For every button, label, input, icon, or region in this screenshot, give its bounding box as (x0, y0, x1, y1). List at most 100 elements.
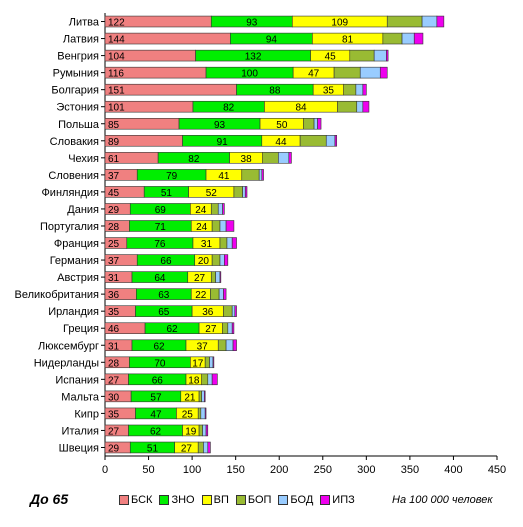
category-label: Португалия (40, 221, 99, 233)
bar-segment (362, 83, 367, 96)
data-label: 27 (108, 375, 120, 386)
data-label: 71 (155, 222, 167, 233)
category-label: Словакия (50, 136, 99, 148)
category-label: Болгария (51, 85, 99, 97)
bar-segment (359, 66, 381, 79)
data-label: 27 (205, 324, 217, 335)
data-label: 19 (185, 426, 197, 437)
bar-segment (212, 356, 215, 369)
bar-segment (211, 254, 221, 266)
bar-segment (244, 186, 248, 198)
bar-segment (207, 373, 213, 386)
data-label: 57 (150, 392, 162, 403)
data-label: 61 (108, 154, 120, 165)
data-label: 81 (342, 35, 354, 46)
data-label: 46 (108, 324, 120, 335)
category-label: Польша (58, 119, 100, 131)
category-label: Кипр (74, 408, 99, 420)
bar-segment (201, 390, 205, 403)
bar-segment (334, 135, 338, 147)
category-label: Великобритания (15, 289, 100, 301)
data-label: 109 (331, 18, 348, 29)
bar-segment (211, 220, 221, 232)
bar-segment (222, 322, 229, 334)
bar-segment (210, 271, 216, 283)
bar-segment (231, 305, 236, 317)
unit-note: На 100 000 человек (392, 494, 493, 506)
data-label: 41 (218, 171, 230, 182)
legend-swatch (235, 495, 246, 505)
category-label: Эстония (56, 102, 99, 114)
category-label: Словения (48, 170, 99, 182)
data-label: 35 (108, 307, 120, 318)
data-label: 31 (108, 341, 120, 352)
data-label: 35 (323, 86, 335, 97)
category-label: Греция (63, 323, 99, 335)
bar-segment (382, 32, 403, 45)
data-label: 29 (108, 205, 120, 216)
category-label: Ирландия (48, 306, 99, 318)
bar-segment (198, 390, 202, 403)
data-label: 122 (108, 18, 125, 29)
bar-segment (203, 441, 209, 454)
data-label: 79 (166, 171, 178, 182)
data-label: 51 (147, 443, 159, 454)
bar-segment (232, 339, 237, 352)
category-label: Люксембург (38, 340, 99, 352)
legend-label: ЗНО (171, 494, 195, 506)
data-label: 84 (295, 103, 307, 114)
data-label: 37 (197, 341, 209, 352)
legend-label: БСК (131, 494, 153, 506)
data-label: 88 (269, 86, 281, 97)
legend-item: ИПЗ (320, 494, 355, 506)
data-label: 101 (108, 103, 125, 114)
bar-segment (241, 169, 260, 181)
data-label: 66 (152, 375, 164, 386)
x-tick-label: 150 (226, 464, 244, 476)
category-label: Венгрия (57, 51, 99, 63)
bar-segment (386, 49, 389, 62)
category-label: Латвия (63, 34, 99, 46)
data-label: 91 (217, 137, 229, 148)
bar-segment (355, 83, 364, 96)
data-label: 82 (188, 154, 200, 165)
x-tick-label: 350 (401, 464, 419, 476)
bar-segment (349, 49, 375, 62)
bar-segment (205, 424, 209, 437)
bar-segment (233, 186, 243, 198)
data-label: 28 (108, 358, 120, 369)
data-label: 89 (108, 137, 120, 148)
legend: БСК ЗНО ВП БОП БОД ИПЗ (119, 494, 355, 506)
x-tick-label: 50 (142, 464, 154, 476)
data-label: 28 (108, 222, 120, 233)
data-label: 37 (108, 256, 120, 267)
bar-segment (258, 169, 263, 181)
data-label: 25 (182, 409, 194, 420)
data-label: 64 (154, 273, 166, 284)
legend-label: ИПЗ (332, 494, 355, 506)
bar-segment (413, 32, 424, 45)
x-tick-label: 0 (102, 464, 108, 476)
bar-segment (401, 32, 415, 45)
data-label: 31 (201, 239, 213, 250)
data-label: 76 (154, 239, 166, 250)
bar-segment (197, 407, 202, 420)
data-label: 24 (196, 222, 208, 233)
data-label: 45 (108, 188, 120, 199)
bar-segment (379, 66, 388, 79)
data-label: 69 (155, 205, 167, 216)
data-label: 18 (188, 375, 200, 386)
bar-segment (211, 373, 218, 386)
data-label: 36 (202, 307, 214, 318)
bar-segment (299, 135, 327, 147)
data-label: 62 (150, 426, 162, 437)
bar-segment (218, 288, 224, 300)
bar-segment (222, 203, 225, 215)
legend-item: БОП (235, 494, 271, 506)
data-label: 50 (276, 120, 288, 131)
data-label: 116 (108, 69, 124, 80)
bar-segment (224, 254, 229, 266)
category-label: Швеция (59, 442, 99, 454)
bar-segment (217, 339, 227, 352)
bar-segment (217, 203, 223, 215)
